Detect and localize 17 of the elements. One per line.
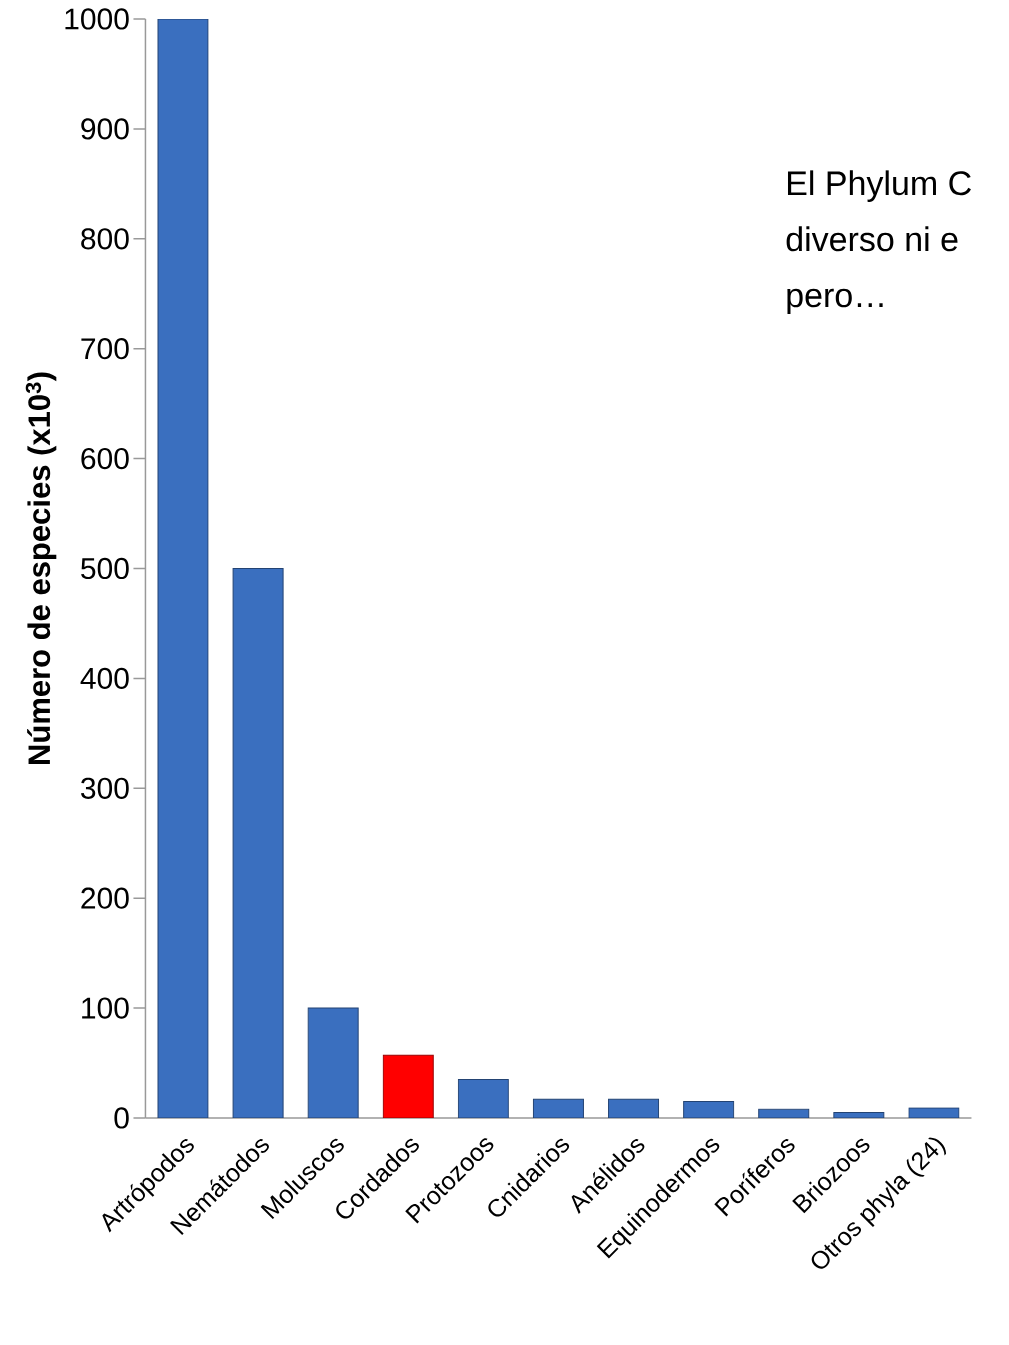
text: Número de especies (x10$^{3}$) [25,372,57,764]
y-tick-label: 900 [81,118,129,140]
y-tick-label: 800 [81,228,129,250]
annotation: El Phylum C [787,170,971,203]
y-tick-label: 600 [81,447,129,470]
y-tick-label: 400 [80,667,129,690]
annotation: pero… [787,288,883,315]
bar [457,1079,509,1118]
y-tick-label: 700 [81,338,129,360]
y-tick-label: 200 [81,887,129,909]
bar [908,1107,960,1118]
y-tick-label: 500 [81,557,129,580]
y-tick-label: 0 [114,1107,129,1129]
y-tick-label: 300 [81,777,129,799]
y-tick-label: 1000 [65,8,129,30]
y-tick-label: 100 [82,997,129,1019]
annotation: diverso ni e [786,226,958,252]
